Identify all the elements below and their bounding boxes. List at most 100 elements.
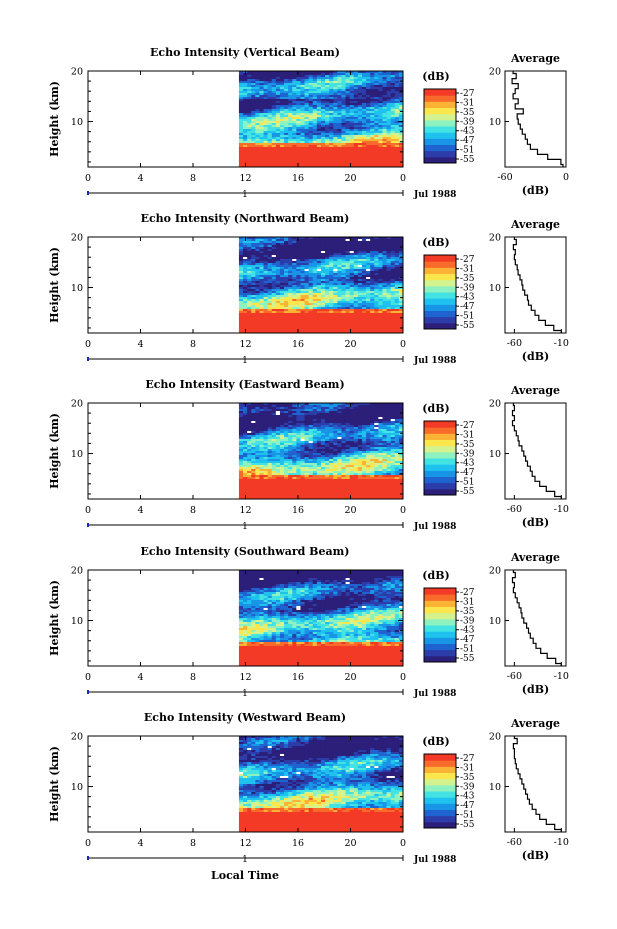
heatmap-cell xyxy=(320,163,326,166)
heatmap-cell xyxy=(329,71,334,74)
heatmap-cell xyxy=(238,133,244,136)
heatmap-cell xyxy=(382,279,388,282)
heatmap-cell xyxy=(284,437,289,440)
heatmap-cell xyxy=(325,303,330,306)
heatmap-cell xyxy=(247,161,252,164)
heatmap-cell xyxy=(308,83,314,86)
heatmap-cell xyxy=(263,161,269,164)
heatmap-cell xyxy=(333,133,338,136)
heatmap-cell xyxy=(304,283,310,286)
heatmap-cell xyxy=(366,81,371,84)
heatmap-cell xyxy=(320,127,326,130)
heatmap-cell xyxy=(325,107,330,110)
heatmap-cell xyxy=(263,237,269,240)
heatmap-cell xyxy=(341,115,347,118)
heatmap-cell xyxy=(341,133,347,136)
heatmap-cell xyxy=(386,141,392,144)
heatmap-cell xyxy=(316,403,322,406)
heatmap-cell xyxy=(275,91,281,94)
heatmap-cell xyxy=(390,283,396,286)
heatmap-cell xyxy=(390,117,396,120)
heatmap-cell xyxy=(386,73,392,76)
heatmap-cell xyxy=(304,119,310,122)
heatmap-cell xyxy=(398,403,404,406)
date-label: Jul 1988 xyxy=(413,190,456,200)
heatmap-cell xyxy=(357,445,363,448)
heatmap-cell xyxy=(325,153,330,156)
heatmap-cell xyxy=(275,277,281,280)
heatmap-cell xyxy=(238,79,244,82)
heatmap-cell xyxy=(238,129,244,132)
heatmap-cell xyxy=(390,263,396,266)
heatmap-cell xyxy=(398,301,404,304)
heatmap-cell xyxy=(312,113,318,116)
heatmap-cell xyxy=(279,417,285,420)
heatmap-cell xyxy=(398,277,404,280)
heatmap-cell xyxy=(353,159,359,162)
heatmap-cell xyxy=(329,311,334,314)
heatmap-cell xyxy=(304,411,310,414)
heatmap-cell xyxy=(390,127,396,130)
heatmap-cell xyxy=(390,147,396,150)
heatmap-cell xyxy=(304,115,310,118)
heatmap-cell xyxy=(345,81,351,84)
heatmap-cell xyxy=(288,85,293,88)
heatmap-cell xyxy=(382,429,388,432)
heatmap-cell xyxy=(300,441,306,444)
heatmap-cell xyxy=(251,315,256,318)
heatmap-cell xyxy=(357,305,363,308)
heatmap-cell xyxy=(255,111,260,114)
heatmap-cell xyxy=(398,425,404,428)
heatmap-cell xyxy=(267,75,273,78)
heatmap-cell xyxy=(267,147,273,150)
heatmap-cell xyxy=(325,145,330,148)
heatmap-cell xyxy=(353,407,359,410)
heatmap-cell xyxy=(366,139,371,142)
heatmap-cell xyxy=(357,415,363,418)
heatmap-cell xyxy=(243,161,248,164)
heatmap-cell xyxy=(333,329,338,332)
heatmap-cell xyxy=(238,323,244,326)
heatmap-cell xyxy=(361,87,367,90)
heatmap-cell xyxy=(378,135,383,138)
heatmap-cell xyxy=(308,421,314,424)
heatmap-cell xyxy=(312,159,318,162)
heatmap-cell xyxy=(320,273,326,276)
heatmap-cell xyxy=(341,143,347,146)
heatmap-cell xyxy=(308,99,314,102)
heatmap-cell xyxy=(279,297,285,300)
heatmap-cell xyxy=(251,161,256,164)
heatmap-cell xyxy=(267,111,273,114)
heatmap-cell xyxy=(275,115,281,118)
heatmap-cell xyxy=(279,309,285,312)
heatmap-cell xyxy=(361,329,367,332)
heatmap-cell xyxy=(333,141,338,144)
heatmap-cell xyxy=(251,245,256,248)
heatmap-cell xyxy=(292,303,297,306)
heatmap-cell xyxy=(386,165,392,168)
heatmap-cell xyxy=(247,165,252,168)
heatmap-cell xyxy=(279,289,285,292)
heatmap-cell xyxy=(341,119,347,122)
heatmap-cell xyxy=(386,123,392,126)
panel-2: Echo Intensity (Northward Beam)0 4 8 12 16 20… xyxy=(48,212,569,366)
heatmap-cell xyxy=(247,301,252,304)
heatmap-cell xyxy=(378,435,383,438)
colorbar-band xyxy=(424,292,456,299)
heatmap-cell xyxy=(300,265,306,268)
heatmap-cell xyxy=(288,323,293,326)
heatmap-cell xyxy=(316,157,322,160)
heatmap-cell xyxy=(394,275,400,278)
heatmap-cell xyxy=(349,417,355,420)
heatmap-cell xyxy=(345,449,351,452)
heatmap-cell xyxy=(394,237,400,240)
heatmap-cell xyxy=(304,257,310,260)
heatmap-cell xyxy=(251,111,256,114)
heatmap-cell xyxy=(308,291,314,294)
heatmap-cell xyxy=(247,95,252,98)
heatmap-cell xyxy=(308,309,314,312)
heatmap-cell xyxy=(382,319,388,322)
heatmap-cell xyxy=(259,451,265,454)
profile-y-tick-label: 10 xyxy=(489,283,501,294)
heatmap-cell xyxy=(312,315,318,318)
